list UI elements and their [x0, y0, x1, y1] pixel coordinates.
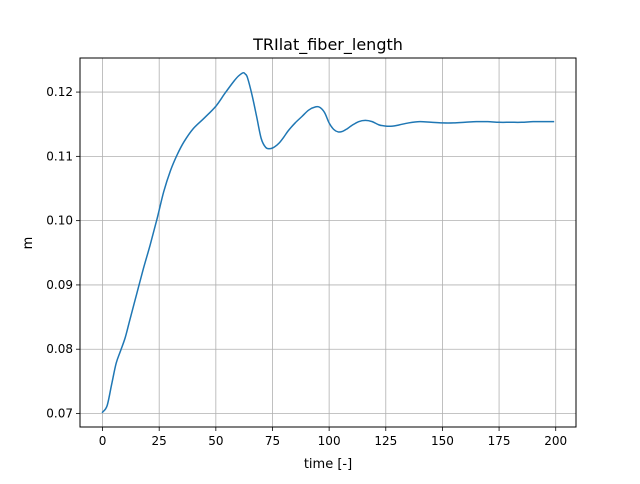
y-tick-label: 0.07	[46, 407, 73, 421]
x-tick-label: 0	[99, 434, 107, 448]
x-tick-label: 175	[488, 434, 511, 448]
y-tick-label: 0.12	[46, 85, 73, 99]
x-tick-label: 200	[544, 434, 567, 448]
x-tick-label: 75	[265, 434, 280, 448]
x-tick-label: 125	[374, 434, 397, 448]
y-tick-label: 0.08	[46, 342, 73, 356]
x-tick-label: 50	[208, 434, 223, 448]
x-tick-label: 150	[431, 434, 454, 448]
series-layer	[101, 71, 555, 414]
plot-frame	[79, 57, 577, 428]
series-line	[101, 71, 555, 414]
plot-area	[80, 58, 576, 427]
x-tick-label: 25	[152, 434, 167, 448]
x-tick-label: 100	[318, 434, 341, 448]
y-axis: 0.07 0.08 0.09 0.10 0.11 0.12	[46, 85, 80, 421]
x-axis: 0 25 50 75 100 125 150 175 200	[99, 427, 567, 448]
y-tick-label: 0.09	[46, 278, 73, 292]
y-tick-label: 0.10	[46, 214, 73, 228]
grid	[80, 58, 576, 427]
chart-title: TRIlat_fiber_length	[252, 35, 403, 55]
y-axis-label: m	[21, 237, 36, 250]
y-tick-label: 0.11	[46, 149, 73, 163]
x-axis-label: time [-]	[304, 457, 352, 472]
